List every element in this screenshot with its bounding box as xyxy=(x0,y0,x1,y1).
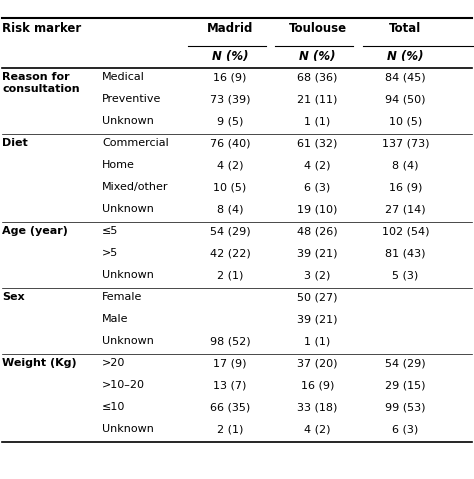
Text: Unknown: Unknown xyxy=(102,424,154,434)
Text: 2 (1): 2 (1) xyxy=(217,424,243,434)
Text: Preventive: Preventive xyxy=(102,94,161,104)
Text: Diet: Diet xyxy=(2,138,28,148)
Text: Madrid: Madrid xyxy=(207,22,253,35)
Text: Medical: Medical xyxy=(102,72,145,82)
Text: ≤10: ≤10 xyxy=(102,402,125,412)
Text: 1 (1): 1 (1) xyxy=(304,116,331,126)
Text: Unknown: Unknown xyxy=(102,270,154,280)
Text: 50 (27): 50 (27) xyxy=(297,292,338,302)
Text: 81 (43): 81 (43) xyxy=(385,248,426,258)
Text: Sex: Sex xyxy=(2,292,25,302)
Text: 1 (1): 1 (1) xyxy=(304,336,331,346)
Text: Home: Home xyxy=(102,160,135,170)
Text: >10–20: >10–20 xyxy=(102,380,145,390)
Text: 84 (45): 84 (45) xyxy=(385,72,426,82)
Text: 68 (36): 68 (36) xyxy=(297,72,338,82)
Text: 29 (15): 29 (15) xyxy=(385,380,426,390)
Text: 4 (2): 4 (2) xyxy=(304,424,331,434)
Text: ≤5: ≤5 xyxy=(102,226,118,236)
Text: Toulouse: Toulouse xyxy=(289,22,346,35)
Text: Female: Female xyxy=(102,292,142,302)
Text: 10 (5): 10 (5) xyxy=(213,182,246,192)
Text: 17 (9): 17 (9) xyxy=(213,358,246,368)
Text: 54 (29): 54 (29) xyxy=(210,226,250,236)
Text: 21 (11): 21 (11) xyxy=(297,94,338,104)
Text: Age (year): Age (year) xyxy=(2,226,68,236)
Text: Weight (Kg): Weight (Kg) xyxy=(2,358,77,368)
Text: N (%): N (%) xyxy=(387,50,424,63)
Text: 4 (2): 4 (2) xyxy=(217,160,243,170)
Text: 6 (3): 6 (3) xyxy=(304,182,331,192)
Text: 9 (5): 9 (5) xyxy=(217,116,243,126)
Text: 48 (26): 48 (26) xyxy=(297,226,338,236)
Text: 39 (21): 39 (21) xyxy=(297,314,338,324)
Text: Commercial: Commercial xyxy=(102,138,169,148)
Text: 66 (35): 66 (35) xyxy=(210,402,250,412)
Text: 39 (21): 39 (21) xyxy=(297,248,338,258)
Text: >20: >20 xyxy=(102,358,125,368)
Text: 27 (14): 27 (14) xyxy=(385,204,426,214)
Text: Unknown: Unknown xyxy=(102,204,154,214)
Text: 16 (9): 16 (9) xyxy=(389,182,422,192)
Text: 61 (32): 61 (32) xyxy=(297,138,338,148)
Text: 16 (9): 16 (9) xyxy=(301,380,334,390)
Text: 19 (10): 19 (10) xyxy=(297,204,338,214)
Text: Unknown: Unknown xyxy=(102,336,154,346)
Text: 10 (5): 10 (5) xyxy=(389,116,422,126)
Text: Male: Male xyxy=(102,314,128,324)
Text: 37 (20): 37 (20) xyxy=(297,358,338,368)
Text: 8 (4): 8 (4) xyxy=(392,160,419,170)
Text: 73 (39): 73 (39) xyxy=(210,94,250,104)
Text: Risk marker: Risk marker xyxy=(2,22,82,35)
Text: 102 (54): 102 (54) xyxy=(382,226,429,236)
Text: 33 (18): 33 (18) xyxy=(297,402,338,412)
Text: 13 (7): 13 (7) xyxy=(213,380,246,390)
Text: 99 (53): 99 (53) xyxy=(385,402,426,412)
Text: N (%): N (%) xyxy=(211,50,248,63)
Text: Mixed/other: Mixed/other xyxy=(102,182,168,192)
Text: N (%): N (%) xyxy=(299,50,336,63)
Text: Total: Total xyxy=(389,22,421,35)
Text: Unknown: Unknown xyxy=(102,116,154,126)
Text: 6 (3): 6 (3) xyxy=(392,424,419,434)
Text: 8 (4): 8 (4) xyxy=(217,204,243,214)
Text: 4 (2): 4 (2) xyxy=(304,160,331,170)
Text: 98 (52): 98 (52) xyxy=(210,336,250,346)
Text: 76 (40): 76 (40) xyxy=(210,138,250,148)
Text: 42 (22): 42 (22) xyxy=(210,248,250,258)
Text: 5 (3): 5 (3) xyxy=(392,270,419,280)
Text: 3 (2): 3 (2) xyxy=(304,270,331,280)
Text: 137 (73): 137 (73) xyxy=(382,138,429,148)
Text: 54 (29): 54 (29) xyxy=(385,358,426,368)
Text: Reason for
consultation: Reason for consultation xyxy=(2,72,80,94)
Text: >5: >5 xyxy=(102,248,118,258)
Text: 94 (50): 94 (50) xyxy=(385,94,426,104)
Text: 16 (9): 16 (9) xyxy=(213,72,246,82)
Text: 2 (1): 2 (1) xyxy=(217,270,243,280)
